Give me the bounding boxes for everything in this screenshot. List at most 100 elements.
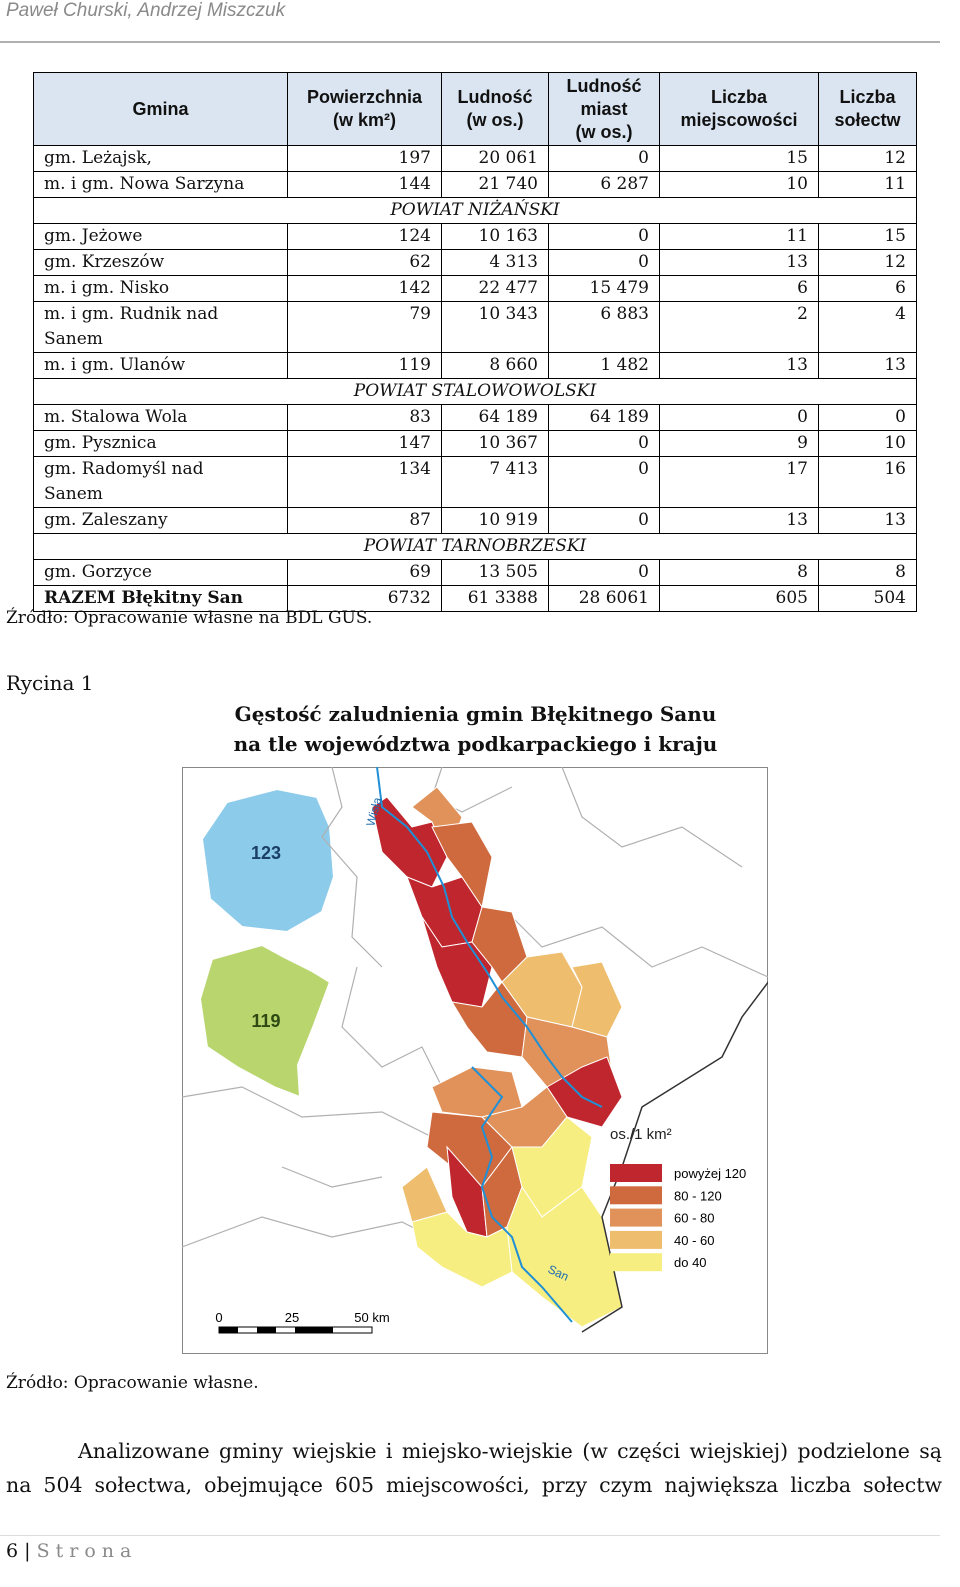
cell-text: 13 — [786, 355, 808, 375]
table-source: Źródło: Opracowanie własne na BDL GUS. — [6, 608, 373, 628]
legend-swatch — [610, 1230, 662, 1249]
cell-text: 605 — [775, 588, 808, 608]
number-cell: 8 660 — [441, 352, 549, 379]
name-cell: gm. Zaleszany — [33, 507, 288, 534]
paragraph-line: Analizowane gminy wiejskie i miejsko-wie… — [78, 1439, 942, 1463]
table-row: gm. Pysznica 147 10 367 0 9 10 — [33, 430, 917, 457]
number-cell: 147 — [287, 430, 442, 457]
cell-text: gm. Gorzyce — [44, 562, 152, 582]
legend-swatch — [610, 1253, 662, 1272]
cell-text: 504 — [873, 588, 906, 608]
cell-text: 13 — [884, 355, 906, 375]
cell-text: m. i gm. Nisko — [44, 278, 170, 298]
number-cell: 4 313 — [441, 249, 549, 276]
number-cell: 64 189 — [441, 404, 549, 431]
table-row: m. i gm. Nisko 142 22 477 15 479 6 6 — [33, 275, 917, 302]
number-cell: 142 — [287, 275, 442, 302]
cell-text: m. i gm. Nowa Sarzyna — [44, 174, 245, 194]
title-line: Gęstość zaludnienia gmin Błękitnego Sanu — [234, 702, 717, 726]
section-cell: POWIAT STALOWOWOLSKI — [33, 378, 917, 405]
cell-text: 8 — [797, 562, 808, 582]
header-line: sołectw — [834, 110, 901, 130]
country-value: 123 — [251, 843, 281, 863]
name-cell: m. i gm. Nowa Sarzyna — [33, 171, 288, 198]
cell-text: 1 482 — [600, 355, 649, 375]
number-cell: 10 163 — [441, 223, 549, 250]
cell-text: 0 — [638, 562, 649, 582]
number-cell: 10 919 — [441, 507, 549, 534]
legend: powyżej 120 80 - 120 60 - 80 40 - 60 do 40 — [610, 1164, 746, 1272]
number-cell: 20 061 — [441, 145, 549, 172]
footer: 6 | Strona — [6, 1540, 137, 1562]
name-cell: m. i gm. Nisko — [33, 275, 288, 302]
header-line: Liczba — [710, 87, 767, 107]
number-cell: 0 — [548, 223, 660, 250]
cell-text: 0 — [895, 407, 906, 427]
cell-text: 16 — [884, 459, 906, 479]
cell-text: 69 — [409, 562, 431, 582]
header-row: Gmina Powierzchnia (w km²) Ludność (w os.) Lu… — [33, 72, 917, 146]
number-cell: 0 — [548, 249, 660, 276]
number-cell: 13 — [659, 249, 819, 276]
cell-text: 15 — [884, 226, 906, 246]
scale-label: 0 — [215, 1310, 222, 1325]
running-header: Paweł Churski, Andrzej Miszczuk — [6, 0, 286, 21]
cell-text: 0 — [638, 433, 649, 453]
cell-text: 119 — [398, 355, 431, 375]
number-cell: 134 — [287, 456, 442, 508]
figure-label: Rycina 1 — [6, 671, 94, 695]
cell-text: 134 — [398, 459, 431, 479]
number-cell: 13 — [659, 352, 819, 379]
cell-text: 0 — [638, 226, 649, 246]
number-cell: 10 367 — [441, 430, 549, 457]
header-line: (w km²) — [333, 110, 396, 130]
cell-text: RAZEM Błękitny San — [44, 588, 244, 608]
number-cell: 13 — [818, 352, 917, 379]
region-value: 119 — [251, 1011, 280, 1031]
cell-text: 7 413 — [489, 459, 538, 479]
name-cell: m. i gm. Rudnik nad Sanem — [33, 301, 288, 353]
header-line: Gmina — [132, 98, 189, 119]
country-shape — [200, 787, 336, 934]
cell-text: 15 479 — [589, 278, 649, 298]
cell-text: 2 — [797, 304, 808, 324]
cell-text: 64 189 — [589, 407, 649, 427]
number-cell: 28 6061 — [548, 585, 660, 612]
density-areas — [371, 786, 623, 1328]
data-table: Gmina Powierzchnia (w km²) Ludność (w os.) Lu… — [33, 72, 917, 612]
cell-text: 10 367 — [478, 433, 538, 453]
number-cell: 61 3388 — [441, 585, 549, 612]
legend-label: do 40 — [674, 1255, 707, 1270]
table-row: gm. Leżajsk, 197 20 061 0 15 12 — [33, 145, 917, 172]
number-cell: 17 — [659, 456, 819, 508]
cell-text: m. i gm. Ulanów — [44, 355, 186, 375]
scale-label: 50 km — [354, 1310, 389, 1325]
cell-text: m. i gm. Rudnik nad Sanem — [44, 304, 219, 349]
number-cell: 11 — [659, 223, 819, 250]
cell-text: 12 — [884, 252, 906, 272]
column-header: Powierzchnia (w km²) — [287, 72, 442, 146]
figure-title: Gęstość zaludnienia gmin Błękitnego Sanu… — [183, 699, 768, 759]
cell-text: 10 — [884, 433, 906, 453]
cell-text: 8 660 — [489, 355, 538, 375]
number-cell: 6 883 — [548, 301, 660, 353]
header-line: Powierzchnia — [306, 87, 423, 107]
number-cell: 79 — [287, 301, 442, 353]
number-cell: 197 — [287, 145, 442, 172]
cell-text: 62 — [409, 252, 431, 272]
name-cell: m. Stalowa Wola — [33, 404, 288, 431]
number-cell: 69 — [287, 559, 442, 586]
cell-text: 6 — [895, 278, 906, 298]
number-cell: 124 — [287, 223, 442, 250]
header-line: (w os.) — [575, 121, 633, 142]
total-row: RAZEM Błękitny San 6732 61 3388 28 6061 605 5… — [33, 585, 917, 612]
section-row: POWIAT NIŻAŃSKI — [33, 197, 917, 224]
name-cell: m. i gm. Ulanów — [33, 352, 288, 379]
column-header: Liczba miejscowości — [659, 72, 819, 146]
number-cell: 62 — [287, 249, 442, 276]
cell-text: 6732 — [387, 588, 431, 608]
column-header: Ludność (w os.) — [441, 72, 549, 146]
cell-text: 197 — [398, 148, 431, 168]
number-cell: 504 — [818, 585, 917, 612]
